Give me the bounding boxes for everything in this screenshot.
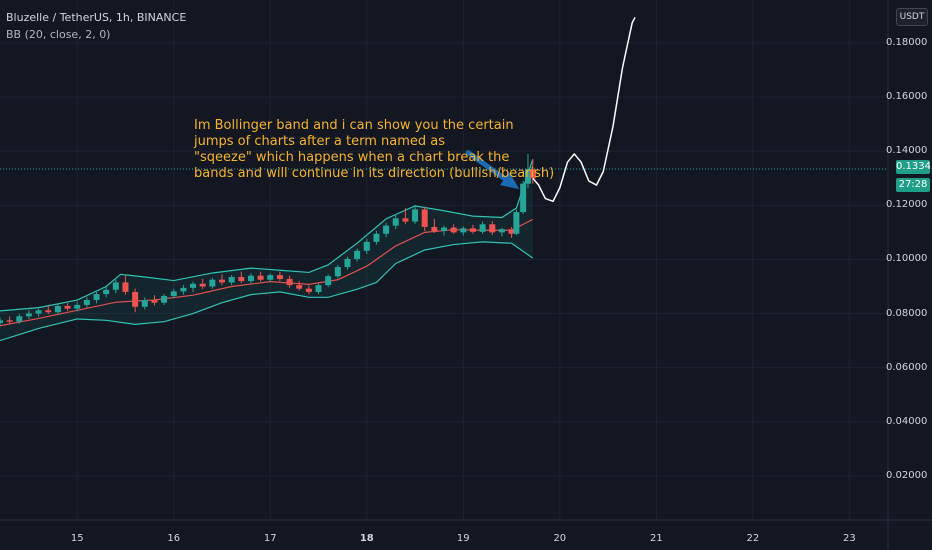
candle-body xyxy=(354,250,361,259)
drawings xyxy=(0,16,888,203)
candle-body xyxy=(151,300,158,303)
time-tick-label: 22 xyxy=(746,533,760,544)
annotation-line-4: bands and will continue in its direction… xyxy=(194,166,555,181)
candle-body xyxy=(479,224,486,232)
candle-body xyxy=(392,218,399,226)
candle-body xyxy=(228,277,235,283)
candle-body xyxy=(93,294,100,301)
candle-body xyxy=(238,277,245,282)
candle-body xyxy=(83,300,90,305)
candle-body xyxy=(6,320,13,322)
annotation-line-2: jumps of charts after a term named as xyxy=(194,134,446,149)
price-tick-label: 0.14000 xyxy=(886,145,928,157)
arrow-head xyxy=(499,172,520,190)
time-tick-label: 15 xyxy=(70,533,84,544)
candle-body xyxy=(508,229,515,234)
candle-body xyxy=(219,279,225,283)
bar-countdown-tag: 27:28 xyxy=(896,178,930,192)
candle-body xyxy=(132,291,139,307)
candle-body xyxy=(35,310,42,314)
candle-body xyxy=(54,305,61,313)
price-tick-label: 0.10000 xyxy=(886,253,928,265)
candle-body xyxy=(25,313,32,317)
candle-body xyxy=(267,275,274,280)
currency-button[interactable]: USDT xyxy=(896,8,928,26)
candle-body xyxy=(199,283,206,287)
candle-body xyxy=(64,305,71,309)
price-tick-label: 0.16000 xyxy=(886,91,928,103)
time-tick-label: 18 xyxy=(359,533,374,544)
candle-body xyxy=(141,300,148,307)
candle-body xyxy=(170,291,177,296)
time-tick-label: 21 xyxy=(649,533,663,544)
time-tick-label: 20 xyxy=(553,533,567,544)
candle-body xyxy=(373,233,380,242)
candle-body xyxy=(469,228,476,232)
candle-body xyxy=(421,209,428,227)
candles xyxy=(0,153,536,327)
candle-body xyxy=(74,304,81,309)
candle-body xyxy=(0,320,3,324)
price-tick-label: 0.06000 xyxy=(886,361,928,373)
arrow-shaft xyxy=(465,150,508,182)
candle-body xyxy=(209,279,216,287)
bb-lower-line xyxy=(0,241,534,342)
candle-body xyxy=(45,310,52,313)
time-tick-label: 19 xyxy=(456,533,470,544)
candle-body xyxy=(363,241,370,251)
projection-line xyxy=(532,16,636,203)
candle-body xyxy=(431,226,438,232)
candle-body xyxy=(161,295,168,303)
candle-body xyxy=(498,229,505,233)
candle-body xyxy=(296,285,303,289)
candle-body xyxy=(180,287,187,292)
candle-body xyxy=(334,267,341,277)
candle-body xyxy=(460,228,467,233)
annotation-line-1: Im Bollinger band and i can show you the… xyxy=(194,118,514,133)
candle-body xyxy=(441,227,447,232)
candle-body xyxy=(325,276,332,286)
candle-body xyxy=(520,183,527,213)
time-tick-label: 16 xyxy=(167,533,181,544)
candle-body xyxy=(305,288,312,292)
candle-body xyxy=(344,258,351,268)
candle-body xyxy=(412,209,419,222)
time-tick-label: 17 xyxy=(263,533,277,544)
candle-body xyxy=(402,218,409,222)
price-tick-label: 0.02000 xyxy=(886,469,928,481)
price-tick-label: 0.08000 xyxy=(886,307,928,319)
price-tick-label: 0.04000 xyxy=(886,415,928,427)
candle-body xyxy=(16,316,23,322)
candle-body xyxy=(286,278,293,286)
candle-body xyxy=(190,283,197,288)
candle-body xyxy=(513,212,520,234)
annotation-line-3: "sqeeze" which happens when a chart brea… xyxy=(194,150,510,165)
candle-body xyxy=(247,275,254,282)
candle-body xyxy=(122,282,129,292)
candle-body xyxy=(112,282,119,290)
bb-upper-line xyxy=(0,159,534,312)
symbol-title[interactable]: Bluzelle / TetherUS, 1h, BINANCE xyxy=(6,11,187,24)
candle-body xyxy=(315,285,322,292)
time-tick-label: 23 xyxy=(843,533,856,544)
candle-body xyxy=(489,224,496,233)
candle-body xyxy=(383,225,390,234)
candle-body xyxy=(524,169,531,184)
last-price-tag: 0.13345 xyxy=(896,160,932,174)
price-tick-label: 0.12000 xyxy=(886,199,928,211)
indicator-legend[interactable]: BB (20, close, 2, 0) xyxy=(6,28,111,41)
price-tick-label: 0.18000 xyxy=(886,37,928,48)
candle-body xyxy=(450,227,457,233)
candle-body xyxy=(257,275,264,280)
candle-body xyxy=(276,275,283,279)
candle-body xyxy=(103,289,110,295)
candle-body xyxy=(529,169,536,179)
